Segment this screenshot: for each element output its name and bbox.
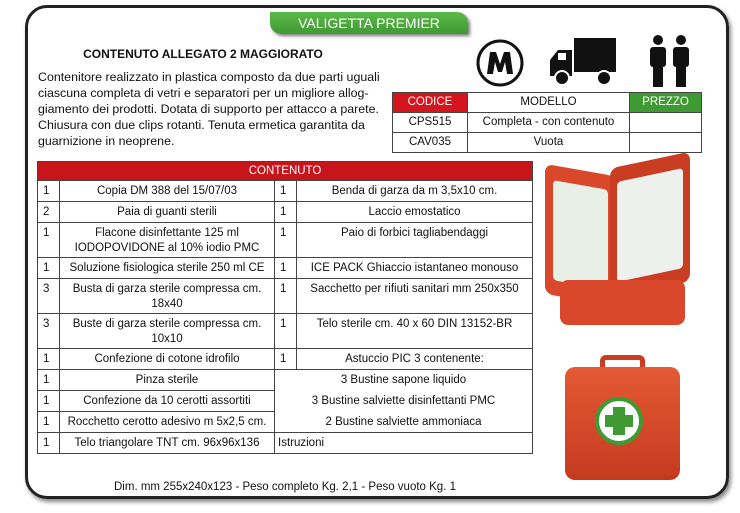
price-cell [629, 112, 702, 133]
item-cell: Soluzione fisiologica sterile 250 ml CE [59, 257, 275, 279]
models-table: CODICE MODELLO PREZZO CPS515 Completa - … [392, 92, 702, 153]
quantity-cell: 1 [274, 278, 297, 314]
item-cell: Copia DM 388 del 15/07/03 [59, 180, 275, 202]
quantity-cell: 1 [274, 257, 297, 279]
item-cell: 2 Bustine salviette ammoniaca [274, 411, 533, 433]
item-cell: 3 Bustine sapone liquido [274, 369, 533, 391]
model-cell: Completa - con contenuto [467, 112, 630, 133]
item-cell: ICE PACK Ghiaccio istantaneo monouso [296, 257, 533, 279]
quantity-cell: 1 [37, 222, 60, 258]
table-row: CPS515 Completa - con contenuto [392, 112, 702, 133]
item-cell: Telo sterile cm. 40 x 60 DIN 13152-BR [296, 313, 533, 349]
model-cell: Vuota [467, 132, 630, 153]
section-title: CONTENUTO ALLEGATO 2 MAGGIORATO [83, 47, 323, 61]
quantity-cell: 1 [37, 432, 60, 454]
contents-table: CONTENUTO 1 Copia DM 388 del 15/07/03 1 Ben… [37, 161, 533, 454]
table-row: 2 Paia di guanti sterili 1 Laccio emostatic… [37, 201, 533, 223]
code-cell: CAV035 [392, 132, 468, 153]
table-row: 1 Confezione da 10 cerotti assortiti 3 Bus… [37, 390, 533, 412]
item-cell: Confezione di cotone idrofilo [59, 348, 275, 370]
table-row: 1 Rocchetto cerotto adesivo m 5x2,5 cm. 2 … [37, 411, 533, 433]
table-row: 3 Buste di garza sterile compressa cm. 10… [37, 313, 533, 349]
quantity-cell: 1 [37, 257, 60, 279]
quantity-cell: 1 [274, 313, 297, 349]
quantity-cell: 1 [37, 348, 60, 370]
quantity-cell: 1 [274, 180, 297, 202]
item-cell: Flacone disinfettante 125 ml IODOPOVIDON… [59, 222, 275, 258]
code-cell: CPS515 [392, 112, 468, 133]
quantity-cell: 1 [37, 180, 60, 202]
table-row: 1 Soluzione fisiologica sterile 250 ml CE… [37, 257, 533, 279]
quantity-cell: 3 [37, 313, 60, 349]
item-cell: Astuccio PIC 3 contenente: [296, 348, 533, 370]
item-cell: Confezione da 10 cerotti assortiti [59, 390, 275, 412]
item-cell: Pinza sterile [59, 369, 275, 391]
header-modello: MODELLO [467, 92, 630, 113]
open-case-photo [545, 151, 690, 335]
table-row: 1 Telo triangolare TNT cm. 96x96x136 Istru… [37, 432, 533, 454]
item-cell: Paio di forbici tagliabendaggi [296, 222, 533, 258]
quantity-cell: 1 [274, 201, 297, 223]
contents-header: CONTENUTO [37, 161, 533, 181]
header-prezzo: PREZZO [629, 92, 702, 113]
item-cell: 3 Bustine salviette disinfettanti PMC [274, 390, 533, 412]
price-cell [629, 132, 702, 153]
quantity-cell: 1 [274, 222, 297, 258]
product-badge: VALIGETTA PREMIER [270, 12, 468, 34]
quantity-cell: 1 [274, 348, 297, 370]
item-cell: Rocchetto cerotto adesivo m 5x2,5 cm. [59, 411, 275, 433]
closed-case-photo [565, 355, 680, 480]
quantity-cell: 2 [37, 201, 60, 223]
item-cell: Busta di garza sterile compressa cm. 18x… [59, 278, 275, 314]
item-cell: Benda di garza da m 3,5x10 cm. [296, 180, 533, 202]
header-codice: CODICE [392, 92, 468, 113]
item-cell: Laccio emostatico [296, 201, 533, 223]
table-row: CAV035 Vuota [392, 132, 702, 153]
table-row: 1 Copia DM 388 del 15/07/03 1 Benda di garz… [37, 180, 533, 202]
item-cell: Istruzioni [274, 432, 533, 454]
item-cell: Paia di guanti sterili [59, 201, 275, 223]
quantity-cell: 3 [37, 278, 60, 314]
card-frame [25, 5, 729, 499]
quantity-cell: 1 [37, 411, 60, 433]
quantity-cell: 1 [37, 369, 60, 391]
description: Contenitore realizzato in plastica compo… [38, 70, 380, 148]
dimensions-footer: Dim. mm 255x240x123 - Peso completo Kg. … [114, 481, 456, 493]
table-row: 1 Flacone disinfettante 125 ml IODOPOVIDO… [37, 222, 533, 258]
truck-icon [550, 38, 616, 86]
table-row: 3 Busta di garza sterile compressa cm. 18… [37, 278, 533, 314]
quantity-cell: 1 [37, 390, 60, 412]
item-cell: Sacchetto per rifiuti sanitari mm 250x35… [296, 278, 533, 314]
m-logo-icon [476, 39, 524, 87]
item-cell: Telo triangolare TNT cm. 96x96x136 [59, 432, 275, 454]
item-cell: Buste di garza sterile compressa cm. 10x… [59, 313, 275, 349]
two-people-icon [650, 35, 689, 87]
table-row: 1 Confezione di cotone idrofilo 1 Astuccio … [37, 348, 533, 370]
table-row: 1 Pinza sterile 3 Bustine sapone liquido [37, 369, 533, 391]
